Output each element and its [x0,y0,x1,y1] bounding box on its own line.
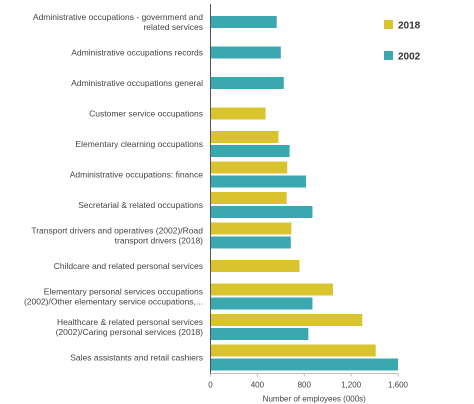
category-label-line: (2002)/Other elementary service occupati… [24,297,203,307]
category-label-line: Secretarial & related occupations [78,200,203,210]
bar-2002 [210,175,307,188]
legend: 2018 2002 [384,20,421,63]
category-labels: Administrative occupations - government … [24,12,203,363]
category-label-line: Healthcare & related personal services [57,317,203,327]
x-tick-label: 1,600 [388,381,409,390]
x-tick-label: 800 [298,381,312,390]
category-label-line: Childcare and related personal services [54,261,203,271]
category-label: Elementary clearning occupations [75,139,203,149]
category-label: Transport drivers and operatives (2002)/… [31,226,203,246]
bar-2002 [210,358,398,371]
bar-2018 [210,161,288,174]
bar-2018 [210,283,333,296]
bar-2018 [210,192,287,204]
bar-2018 [210,222,292,235]
category-label: Elementary personal services occupations… [24,287,203,307]
legend-swatch-2002 [384,51,393,60]
category-label: Sales assistants and retail cashiers [70,353,203,363]
bar-2002 [210,77,284,89]
category-label-line: Administrative occupations records [71,48,203,58]
category-label-line: transport drivers (2018) [115,236,204,246]
bar-2002 [210,206,313,218]
category-label-line: Transport drivers and operatives (2002)/… [31,226,203,236]
bar-2018 [210,131,279,143]
bar-2018 [210,260,300,272]
legend-swatch-2018 [384,20,393,29]
bar-2002 [210,46,281,59]
bar-2002 [210,297,313,310]
category-label: Secretarial & related occupations [78,200,203,210]
category-label-line: Elementary personal services occupations [44,287,203,297]
category-label-line: Elementary clearning occupations [75,139,203,149]
bar-2018 [210,344,376,357]
x-tick-label: 1,200 [341,381,362,390]
category-label: Administrative occupations records [71,48,203,58]
bars [210,16,398,371]
bar-2018 [210,107,266,120]
legend-label-2002: 2002 [398,52,421,63]
bar-2002 [210,236,291,249]
category-label: Administrative occupations: finance [70,170,204,180]
category-label: Administrative occupations general [71,78,203,88]
category-label-line: Sales assistants and retail cashiers [70,353,203,363]
legend-label-2018: 2018 [398,21,421,32]
bar-2002 [210,145,290,157]
bar-2018 [210,314,363,326]
x-tick-label: 400 [251,381,265,390]
x-axis-ticks: 0 400 800 1,200 1,600 [208,373,409,390]
bar-2002 [210,16,277,28]
category-label: Childcare and related personal services [54,261,203,271]
category-label: Administrative occupations - government … [33,12,203,32]
category-label-line: related services [143,22,203,32]
category-label-line: Administrative occupations: finance [70,170,204,180]
category-label-line: Administrative occupations general [71,78,203,88]
category-label-line: Administrative occupations - government … [33,12,203,22]
category-label-line: Customer service occupations [89,109,203,119]
category-label-line: (2002)/Caring personal services (2018) [56,327,204,337]
category-label: Customer service occupations [89,109,203,119]
category-label: Healthcare & related personal services (2… [56,317,204,337]
bar-2002 [210,328,309,340]
x-axis-title: Number of employees (000s) [263,395,366,404]
x-tick-label: 0 [208,381,213,390]
